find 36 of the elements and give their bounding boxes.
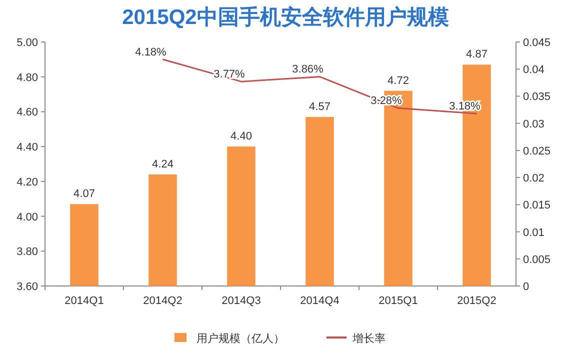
y2tick: 0.03	[523, 118, 544, 130]
y2tick: 0.005	[523, 254, 551, 266]
line-label: 3.77%	[214, 68, 245, 81]
bar-label: 4.87	[466, 48, 488, 61]
ytick: 3.80	[16, 246, 38, 258]
ytick: 4.60	[16, 106, 38, 119]
y2tick: 0.025	[523, 145, 551, 158]
bar-label: 4.40	[230, 130, 252, 143]
xtick: 2014Q2	[143, 295, 182, 307]
bar-label: 4.07	[74, 188, 95, 200]
y2tick: 0.02	[523, 172, 544, 185]
y2tick: 0.04	[523, 64, 544, 76]
ytick: 4.40	[16, 142, 38, 154]
bar-label: 4.72	[388, 74, 409, 87]
bar-label: 4.57	[309, 100, 330, 113]
xtick: 2014Q3	[222, 295, 261, 307]
line-label: 3.86%	[292, 64, 324, 76]
legend-label: 用户规模（亿人）	[196, 333, 284, 345]
y2tick: 0.045	[523, 37, 551, 49]
bar-label: 4.24	[152, 158, 174, 170]
ytick: 4.00	[16, 211, 38, 224]
ytick: 3.60	[16, 281, 38, 293]
xtick: 2014Q4	[300, 295, 340, 307]
legend-label: 增长率	[352, 333, 386, 345]
y2tick: 0.01	[523, 226, 544, 239]
title: 2015Q2中国手机安全软件用户规模	[122, 6, 449, 29]
xtick: 2014Q1	[64, 295, 104, 307]
y2tick: 0	[523, 281, 530, 293]
xtick: 2015Q2	[457, 295, 496, 307]
line-label: 4.18%	[135, 46, 166, 58]
ytick: 4.80	[16, 72, 38, 84]
y2tick: 0.035	[523, 91, 551, 104]
y2tick: 0.015	[523, 200, 551, 212]
xtick: 2015Q1	[378, 295, 418, 307]
ytick: 4.20	[16, 176, 38, 188]
ytick: 5.00	[16, 37, 38, 49]
